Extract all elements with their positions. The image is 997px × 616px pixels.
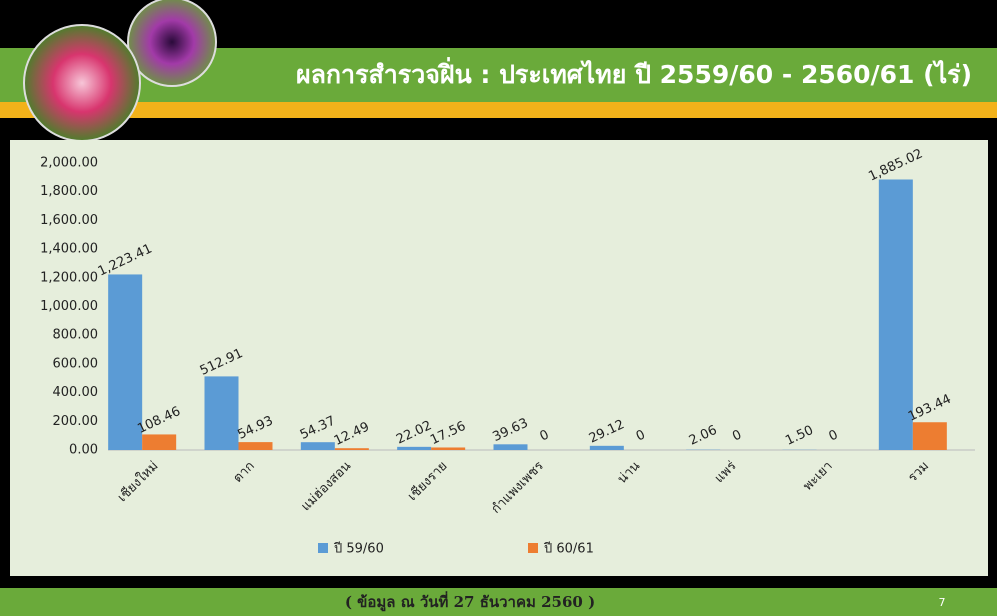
y-tick-label: 200.00 [53, 414, 99, 429]
bar [431, 447, 466, 450]
flower-image [23, 24, 141, 142]
header-stripe [0, 102, 997, 118]
slide-title: ผลการสำรวจฝิ่น : ประเทศไทย ปี 2559/60 - … [296, 57, 972, 89]
legend-label: ปี 60/61 [543, 541, 594, 557]
y-tick-label: 1,000.00 [40, 299, 98, 314]
y-tick-label: 400.00 [53, 385, 99, 400]
y-tick-label: 2,000.00 [40, 156, 98, 171]
y-tick-label: 1,800.00 [40, 184, 98, 199]
y-tick-label: 0.00 [69, 443, 98, 458]
y-tick-label: 600.00 [53, 356, 99, 371]
y-tick-label: 1,400.00 [40, 242, 98, 257]
legend-swatch [528, 543, 538, 553]
bar [878, 179, 913, 450]
footer-band [0, 588, 997, 616]
bar [334, 448, 369, 450]
bar [397, 446, 432, 450]
bar [912, 422, 947, 450]
legend-label: ปี 59/60 [333, 541, 384, 557]
y-tick-label: 1,600.00 [40, 213, 98, 228]
bar [300, 442, 335, 450]
footer-text: ( ข้อมูล ณ วันที่ 27 ธันวาคม 2560 ) [345, 591, 595, 612]
y-tick-label: 1,200.00 [40, 270, 98, 285]
bar [589, 445, 624, 450]
bar [204, 376, 239, 450]
flower-image [127, 0, 217, 87]
bar [238, 442, 273, 450]
y-tick-label: 800.00 [53, 328, 99, 343]
bar [142, 434, 177, 450]
bar [108, 274, 143, 450]
legend-swatch [318, 543, 328, 553]
page-number: 7 [939, 596, 946, 609]
bar [493, 444, 528, 450]
chart-area [10, 140, 988, 576]
